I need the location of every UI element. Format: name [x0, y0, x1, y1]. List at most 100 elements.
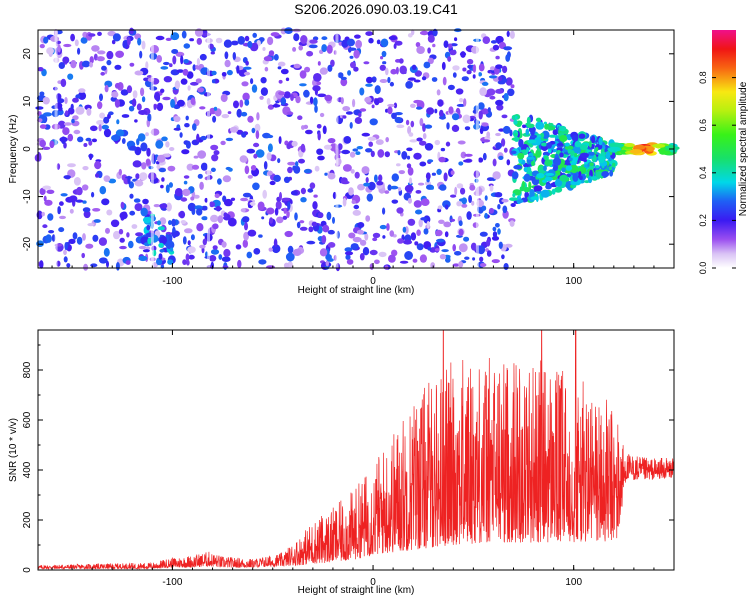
spectrogram-blob — [199, 106, 206, 110]
spectrogram-blob — [244, 222, 248, 231]
spectrogram-blob — [544, 159, 553, 167]
spectrogram-blob — [407, 77, 416, 81]
spectrogram-blob — [448, 106, 454, 114]
spectrogram-blob — [174, 80, 181, 90]
spectrogram-blob — [480, 263, 487, 267]
spectrogram-blob — [248, 204, 252, 208]
spectrogram-blob — [350, 61, 356, 69]
spectrogram-blob — [89, 56, 94, 64]
spectrogram-blob — [350, 169, 355, 174]
spectrogram-blob — [498, 155, 504, 160]
spectrogram-blob — [276, 216, 284, 224]
spectrogram-blob — [533, 185, 543, 192]
spectrogram-blob — [199, 53, 207, 61]
spectrogram-blob — [451, 124, 460, 132]
spectrogram-blob — [316, 124, 322, 129]
spectrogram-blob — [489, 95, 496, 100]
spectrogram-blob — [267, 134, 274, 139]
spectrogram-blob — [441, 249, 449, 253]
spectrogram-blob — [513, 119, 518, 125]
snr-ticks: -100 0 100 0 200 400 600 800 — [22, 330, 675, 588]
spectrogram-blob — [588, 151, 595, 156]
spectrogram-blob — [317, 212, 324, 219]
spectrogram-blob — [359, 253, 365, 261]
spectrogram-blob — [146, 224, 151, 231]
spectrogram-blob — [547, 148, 552, 154]
colorbar-tick-label: 0.2 — [698, 214, 708, 227]
spectrogram-blob — [255, 149, 265, 158]
spectrogram-blob — [466, 211, 472, 220]
spectrogram-blob — [370, 150, 375, 158]
spectrogram-blob — [505, 77, 513, 86]
spectrogram-blob — [300, 187, 306, 195]
spectrogram-blob — [547, 125, 556, 131]
spectrogram-blob — [482, 36, 491, 44]
spectrogram-blob — [141, 96, 146, 103]
spectrogram-blob — [356, 146, 363, 150]
spectrogram-blob — [317, 93, 327, 98]
spectrogram-blob — [487, 107, 491, 113]
spectrogram-blob — [132, 90, 138, 99]
spectrogram-blob — [396, 124, 405, 129]
spectrogram-blob — [115, 262, 120, 271]
spectrogram-blob — [543, 165, 547, 171]
spectrogram-blob — [414, 241, 419, 246]
spectrogram-blob — [317, 131, 321, 141]
spectrogram-blob — [200, 205, 209, 211]
spectrogram-blob — [39, 91, 45, 97]
spectrogram-blob — [236, 65, 240, 74]
spectrogram-blob — [235, 244, 242, 250]
spectrogram-blob — [161, 177, 165, 182]
spectrogram-blob — [126, 232, 130, 238]
spectrogram-blob — [389, 81, 394, 87]
spectrogram-blob — [41, 211, 45, 217]
spectrogram-blob — [572, 173, 579, 182]
spectrogram-blob — [382, 235, 386, 239]
spectrogram-blob — [165, 184, 170, 193]
spectrogram-blob — [387, 76, 391, 84]
spectrogram-blob — [356, 229, 364, 235]
spectrogram-blob — [503, 147, 508, 153]
spectrogram-blob — [439, 254, 446, 260]
spectrogram-blob — [303, 89, 310, 98]
spectrogram-blob — [168, 250, 175, 255]
spectrogram-blob — [442, 200, 451, 209]
spectrogram-blob — [454, 37, 458, 42]
spectrogram-blob — [607, 146, 622, 152]
spectrogram-blob — [60, 193, 68, 197]
spectrogram-blob — [98, 237, 107, 246]
spectrogram-blob — [449, 49, 457, 56]
spectrogram-blob — [352, 148, 359, 152]
spectrogram-blob — [180, 78, 188, 85]
spectrogram-blob — [462, 114, 471, 124]
spectrogram-blob — [242, 92, 250, 101]
spectrogram-blob — [352, 209, 361, 216]
spectrogram-blob — [492, 226, 497, 232]
spectrogram-blob — [367, 136, 377, 141]
spectrogram-blob — [140, 87, 145, 97]
spectrogram-blob — [260, 77, 267, 84]
spectrogram-blob — [348, 232, 356, 239]
spectrogram-blob — [546, 142, 552, 149]
spectrogram-blob — [406, 155, 411, 160]
spectrogram-blob — [454, 186, 458, 196]
spectrogram-blob — [65, 110, 69, 116]
spectrogram-blob — [170, 98, 176, 108]
spectrogram-blob — [183, 180, 188, 185]
spectrogram-blob — [323, 144, 332, 150]
spectrogram-blob — [114, 82, 121, 89]
spectrogram-blob — [217, 178, 222, 185]
spectrogram-blob — [77, 47, 81, 55]
spectrogram-blob — [325, 259, 329, 267]
spectrogram-blob — [394, 40, 403, 46]
spectrogram-blob — [106, 209, 113, 216]
spectrogram-blob — [49, 140, 55, 149]
spectrogram-blob — [91, 45, 100, 52]
spectrogram-blob — [458, 161, 464, 166]
spectrogram-blob — [349, 122, 353, 129]
spectrogram-blob — [349, 151, 356, 158]
spectrogram-blob — [406, 147, 413, 152]
spectrogram-blob — [201, 216, 208, 221]
spectrogram-blob — [266, 152, 272, 161]
